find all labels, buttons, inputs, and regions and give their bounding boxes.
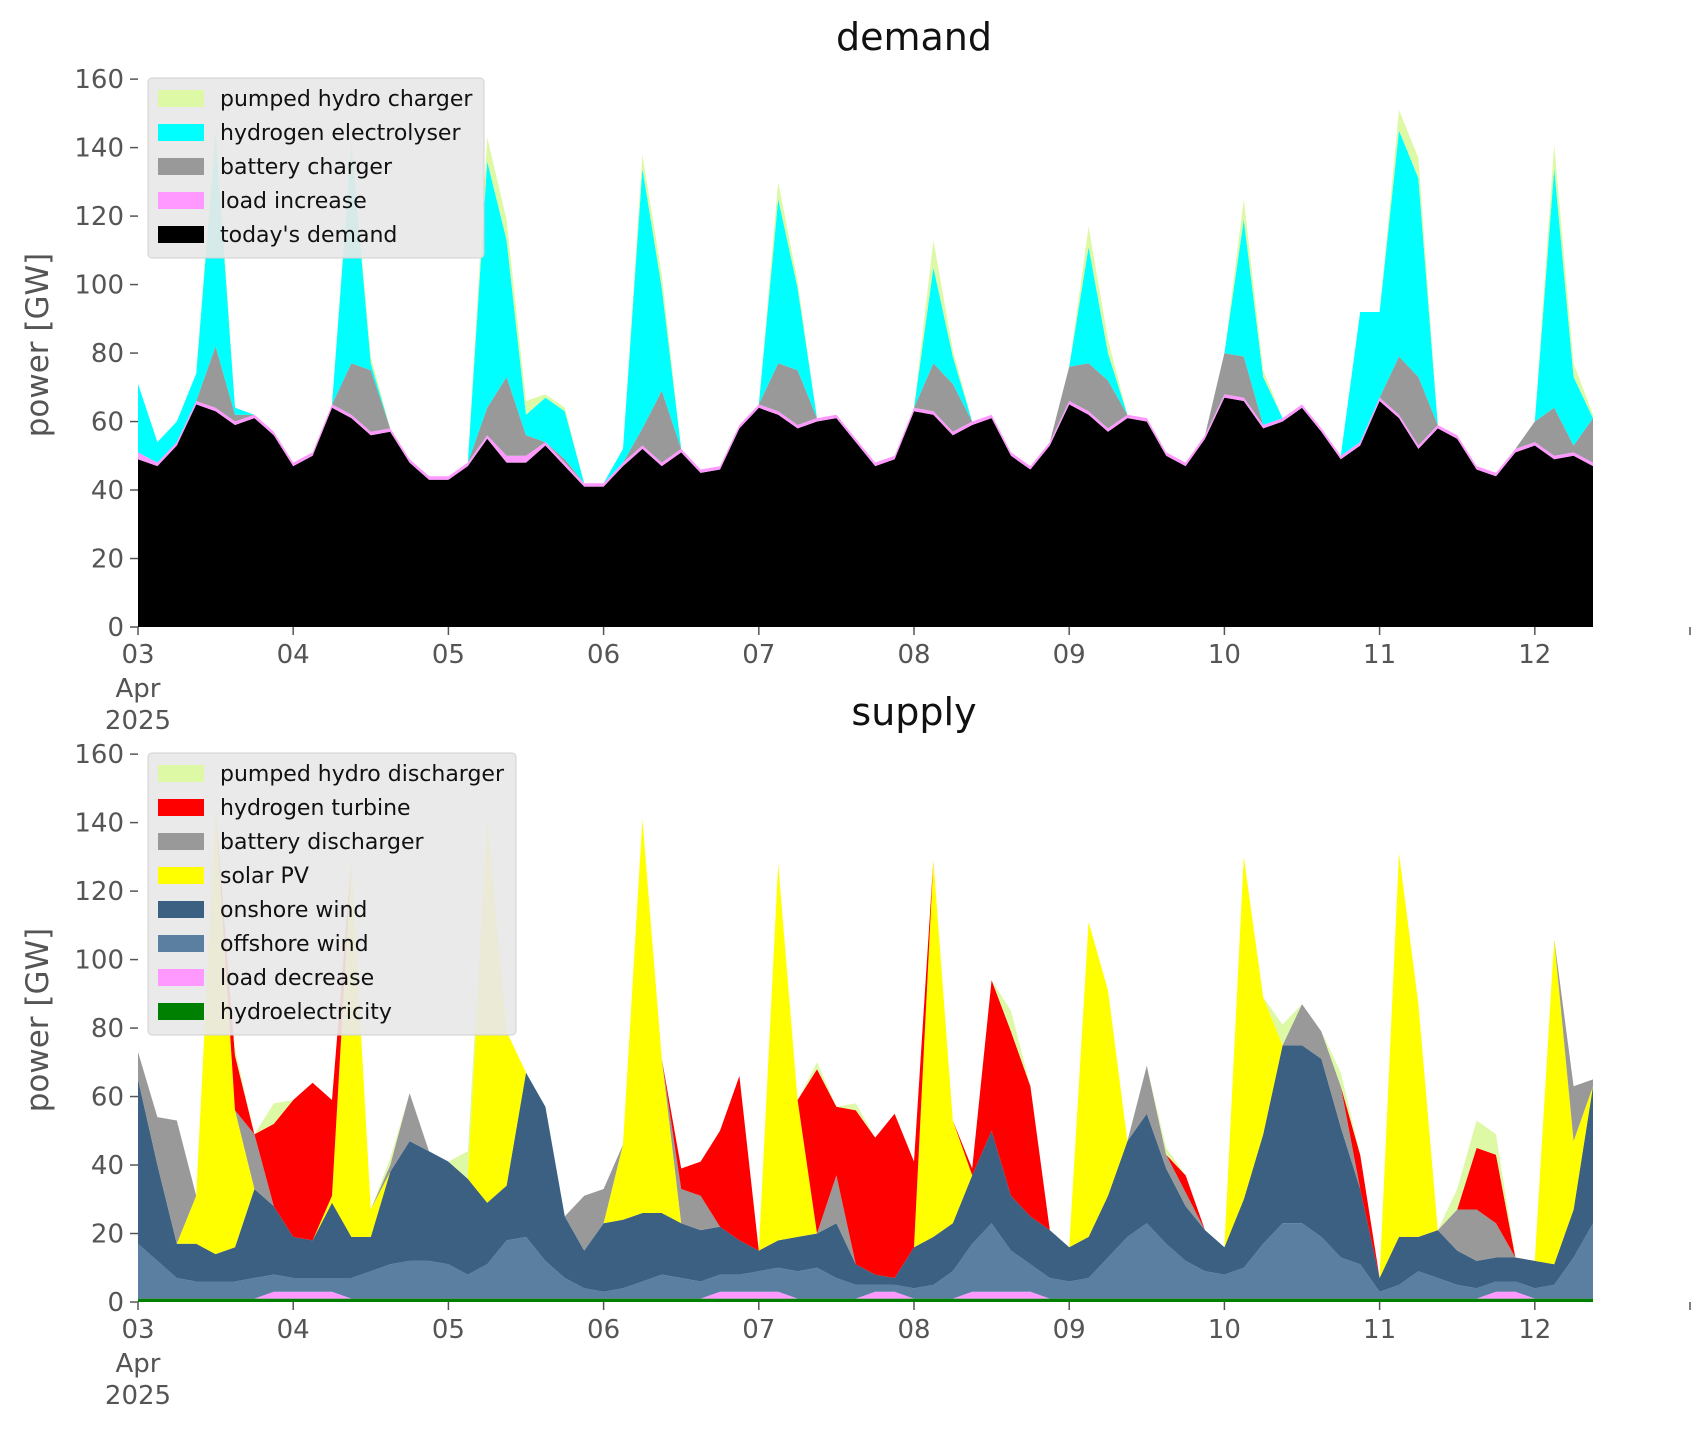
legend-label: hydrogen turbine <box>220 796 411 821</box>
legend-swatch <box>158 901 204 918</box>
x-tick-label: 12 <box>1518 1315 1551 1345</box>
y-tick-label: 100 <box>74 946 124 976</box>
chart-title: demand <box>836 15 992 59</box>
y-axis-label: power [GW] <box>20 928 56 1113</box>
legend-swatch <box>158 867 204 884</box>
x-tick-month-label: Apr <box>116 674 161 704</box>
legend-swatch <box>158 226 204 243</box>
x-tick-label: 06 <box>587 1315 620 1345</box>
y-tick-label: 0 <box>107 1288 124 1318</box>
legend-label: today's demand <box>220 223 397 248</box>
legend-label: offshore wind <box>220 932 369 957</box>
y-tick-label: 80 <box>91 339 124 369</box>
y-tick-label: 160 <box>74 65 124 95</box>
series-area-today-s-demand <box>138 397 1593 627</box>
y-tick-label: 40 <box>91 476 124 506</box>
legend-swatch <box>158 90 204 107</box>
legend-swatch <box>158 192 204 209</box>
legend-swatch <box>158 935 204 952</box>
y-tick-label: 20 <box>91 545 124 575</box>
series-area-hydrogen-turbine <box>138 808 1593 1278</box>
x-tick-label: 05 <box>432 640 465 670</box>
x-tick-label: 03 <box>121 1315 154 1345</box>
legend-label: onshore wind <box>220 898 367 923</box>
x-tick-label: 04 <box>277 1315 310 1345</box>
legend-label: battery discharger <box>220 830 425 855</box>
x-tick-label: 06 <box>587 640 620 670</box>
y-tick-label: 140 <box>74 134 124 164</box>
x-tick-label: 10 <box>1208 1315 1241 1345</box>
y-tick-label: 100 <box>74 271 124 301</box>
legend-swatch <box>158 1003 204 1020</box>
series-area-load-decrease <box>138 1291 1593 1299</box>
x-tick-year-label: 2025 <box>105 706 171 736</box>
x-tick-label: 09 <box>1053 640 1086 670</box>
x-tick-label: 12 <box>1518 640 1551 670</box>
x-tick-year-label: 2025 <box>105 1381 171 1411</box>
stacked-areas <box>138 808 1593 1302</box>
x-tick-label: 08 <box>897 640 930 670</box>
series-area-offshore-wind <box>138 1223 1593 1299</box>
legend-label: battery charger <box>220 155 393 180</box>
legend: pumped hydro charger hydrogen electrolyse… <box>147 77 485 259</box>
legend-label: pumped hydro charger <box>220 87 473 112</box>
x-tick-label: 11 <box>1363 640 1396 670</box>
legend-label: hydrogen electrolyser <box>220 121 461 146</box>
x-tick-label: 09 <box>1053 1315 1086 1345</box>
x-tick-label: 11 <box>1363 1315 1396 1345</box>
legend-swatch <box>158 969 204 986</box>
legend-label: load increase <box>220 189 367 214</box>
legend-swatch <box>158 833 204 850</box>
legend-label: pumped hydro discharger <box>220 762 505 787</box>
series-area-battery-discharger <box>138 808 1593 1278</box>
legend-swatch <box>158 765 204 782</box>
series-area-onshore-wind <box>138 1045 1593 1292</box>
series-area-solar-pv <box>138 808 1593 1278</box>
x-tick-label: 07 <box>742 1315 775 1345</box>
legend-box <box>147 77 485 259</box>
legend: pumped hydro discharger hydrogen turbine b… <box>147 752 517 1036</box>
y-tick-label: 120 <box>74 202 124 232</box>
y-tick-label: 160 <box>74 740 124 770</box>
series-area-pumped-hydro-charger <box>138 109 1593 484</box>
series-area-hydroelectricity <box>138 1298 1593 1302</box>
legend-label: load decrease <box>220 966 374 991</box>
y-tick-label: 20 <box>91 1220 124 1250</box>
y-tick-label: 60 <box>91 408 124 438</box>
y-tick-label: 120 <box>74 877 124 907</box>
legend-swatch <box>158 158 204 175</box>
y-tick-label: 0 <box>107 613 124 643</box>
y-tick-label: 40 <box>91 1151 124 1181</box>
x-tick-label: 05 <box>432 1315 465 1345</box>
x-tick-label: 03 <box>121 640 154 670</box>
x-tick-label: 10 <box>1208 640 1241 670</box>
y-axis-label: power [GW] <box>20 253 56 438</box>
legend-label: hydroelectricity <box>220 1000 392 1025</box>
x-tick-label: 07 <box>742 640 775 670</box>
legend-swatch <box>158 799 204 816</box>
x-tick-month-label: Apr <box>116 1349 161 1379</box>
y-tick-label: 80 <box>91 1014 124 1044</box>
series-area-battery-charger <box>138 346 1593 484</box>
legend-swatch <box>158 124 204 141</box>
legend-label: solar PV <box>220 864 309 889</box>
stacked-areas <box>138 109 1593 627</box>
x-tick-label: 08 <box>897 1315 930 1345</box>
x-tick-label: 04 <box>277 640 310 670</box>
legend-box <box>147 752 517 1036</box>
demand-chart: 0 20 40 60 80 100 120 140 160 power [GW] 03 Apr2025… <box>20 15 1691 736</box>
chart-title: supply <box>851 690 976 734</box>
y-tick-label: 140 <box>74 809 124 839</box>
y-tick-label: 60 <box>91 1083 124 1113</box>
